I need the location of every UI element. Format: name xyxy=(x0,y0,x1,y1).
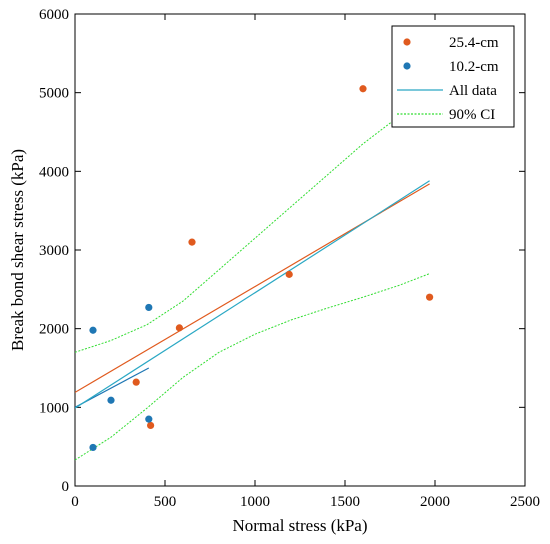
data-point-25.4-cm xyxy=(285,270,293,278)
y-tick-label: 1000 xyxy=(39,400,69,416)
data-point-10.2-cm xyxy=(145,415,153,423)
data-point-25.4-cm xyxy=(147,421,155,430)
data-point-10.2-cm xyxy=(107,396,115,404)
legend-label: 90% CI xyxy=(449,107,495,123)
data-point-25.4-cm xyxy=(426,293,434,301)
y-tick-label: 4000 xyxy=(39,164,69,180)
points-layer xyxy=(89,85,434,452)
fit-line xyxy=(75,180,430,409)
x-tick-label: 500 xyxy=(154,494,177,510)
ticks-layer: 0 500 1000 1500 2000 2500 0 1000 2000 3000 4000 500… xyxy=(39,7,540,510)
data-point-10.2-cm xyxy=(89,326,97,334)
legend-box xyxy=(391,25,515,128)
x-tick-label: 1000 xyxy=(240,494,270,510)
ci-band-line xyxy=(75,88,430,353)
data-point-25.4-cm xyxy=(188,238,196,246)
x-tick-label: 0 xyxy=(71,494,79,510)
data-point-10.2-cm xyxy=(145,303,153,312)
y-axis-title: Break bond shear stress (kPa) xyxy=(8,149,27,351)
legend-label: All data xyxy=(449,83,497,99)
data-point-25.4-cm xyxy=(175,324,183,332)
y-tick-label: 6000 xyxy=(39,7,69,23)
x-tick-label: 2500 xyxy=(510,494,540,510)
legend-items: 25.4-cm 10.2-cm All data 90% CI xyxy=(397,35,499,123)
y-tick-label: 2000 xyxy=(39,322,69,338)
legend-label: 10.2-cm xyxy=(449,59,499,75)
data-point-10.2-cm xyxy=(89,443,97,452)
data-point-25.4-cm xyxy=(132,378,140,386)
data-point-25.4-cm xyxy=(359,85,367,93)
y-tick-label: 0 xyxy=(62,479,70,495)
ci-band-line xyxy=(75,273,430,461)
legend-marker xyxy=(403,62,411,70)
x-axis-title: Normal stress (kPa) xyxy=(232,516,367,535)
y-tick-label: 3000 xyxy=(39,243,69,259)
legend-marker xyxy=(403,38,411,46)
y-tick-label: 5000 xyxy=(39,86,69,102)
legend-label: 25.4-cm xyxy=(449,35,499,51)
lines-layer xyxy=(75,88,430,461)
x-tick-label: 2000 xyxy=(420,494,450,510)
legend: 25.4-cm 10.2-cm All data 90% CI xyxy=(391,25,515,128)
x-tick-label: 1500 xyxy=(330,494,360,510)
